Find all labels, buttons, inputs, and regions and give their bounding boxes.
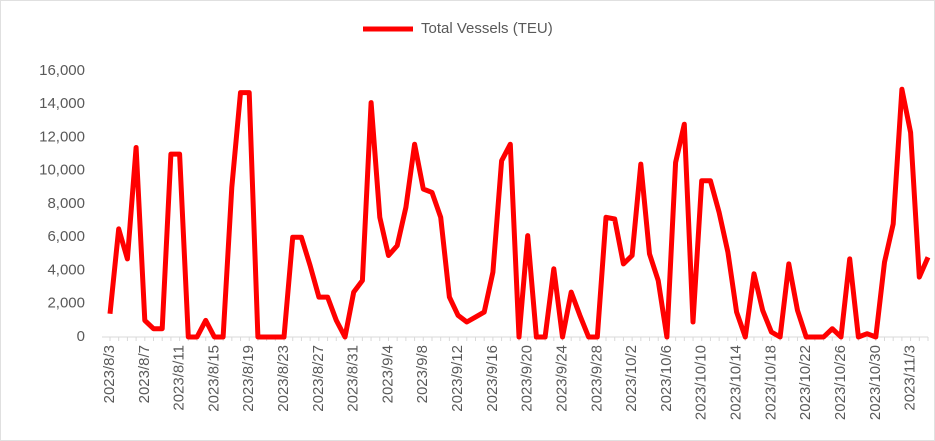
y-tick-label: 0 (77, 328, 85, 345)
x-tick-label: 2023/9/20 (519, 345, 536, 412)
y-tick-label: 16,000 (39, 62, 85, 79)
legend-label: Total Vessels (TEU) (421, 20, 553, 37)
x-tick-label: 2023/9/8 (414, 345, 431, 403)
x-tick-label: 2023/10/26 (832, 345, 849, 420)
x-tick-label: 2023/8/15 (205, 345, 222, 412)
x-tick-label: 2023/10/14 (728, 345, 745, 420)
y-tick-label: 8,000 (47, 195, 85, 212)
x-tick-label: 2023/9/16 (484, 345, 501, 412)
y-tick-label: 2,000 (47, 295, 85, 312)
x-tick-label: 2023/9/4 (379, 345, 396, 403)
x-tick-label: 2023/10/6 (658, 345, 675, 412)
y-tick-label: 12,000 (39, 128, 85, 145)
x-tick-label: 2023/8/7 (136, 345, 153, 403)
x-tick-label: 2023/8/19 (240, 345, 257, 412)
x-tick-label: 2023/9/28 (588, 345, 605, 412)
y-tick-label: 4,000 (47, 261, 85, 278)
x-tick-label: 2023/11/3 (902, 345, 919, 411)
x-tick-label: 2023/8/3 (101, 345, 118, 403)
x-tick-label: 2023/8/27 (310, 345, 327, 412)
x-tick-label: 2023/8/11 (171, 345, 188, 411)
x-tick-label: 2023/10/18 (762, 345, 779, 420)
y-tick-label: 6,000 (47, 228, 85, 245)
x-tick-label: 2023/10/22 (797, 345, 814, 420)
x-tick-label: 2023/9/24 (553, 345, 570, 412)
x-tick-label: 2023/8/23 (275, 345, 292, 412)
x-tick-label: 2023/8/31 (345, 345, 362, 412)
x-tick-label: 2023/10/30 (867, 345, 884, 420)
line-series (107, 86, 931, 340)
y-tick-label: 14,000 (39, 95, 85, 112)
x-tick-label: 2023/10/10 (693, 345, 710, 420)
x-tick-label: 2023/10/2 (623, 345, 640, 412)
x-tick-label: 2023/9/12 (449, 345, 466, 412)
y-tick-label: 10,000 (39, 162, 85, 179)
